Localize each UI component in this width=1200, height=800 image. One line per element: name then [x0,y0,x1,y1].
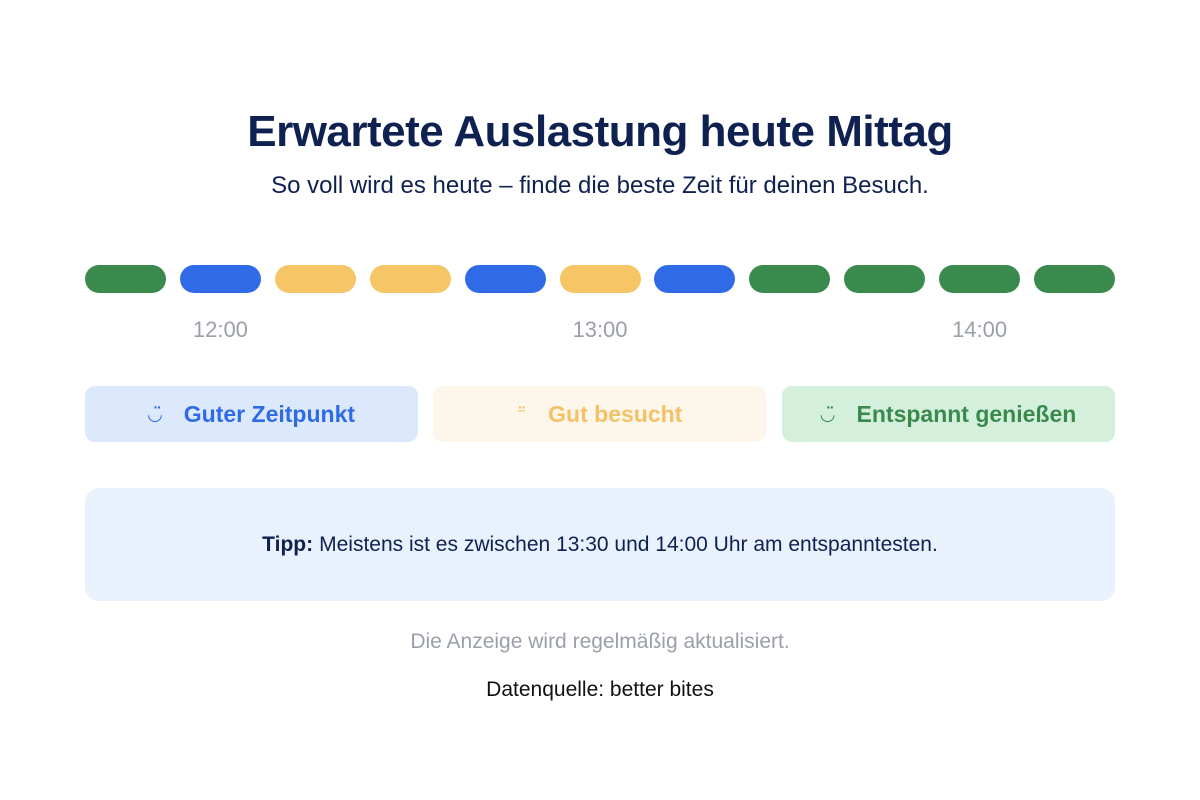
legend-item-busy: ⁻̈ Gut besucht [433,386,766,442]
tip-box: Tipp: Meistens ist es zwischen 13:30 und… [85,488,1115,601]
smile-icon: ◡̈ [147,404,162,424]
timeline-segment [179,265,261,293]
timeline-segment [464,265,546,293]
timeline-segment [654,265,736,293]
legend-label: Guter Zeitpunkt [183,400,356,427]
legend-item-relaxed: ◡̈ Entspannt genießen [782,386,1115,442]
timeline-segment [369,265,451,293]
legend-item-good: ◡̈ Guter Zeitpunkt [85,386,418,442]
timeline-segment [559,265,641,293]
timeline-segment [939,265,1021,293]
data-source: Datenquelle: better bites [486,678,714,701]
page-title: Erwartete Auslastung heute Mittag [247,107,953,156]
timeline-segment [749,265,831,293]
update-note: Die Anzeige wird regelmäßig aktualisiert… [410,630,790,653]
tip-label: Tipp: [262,532,314,556]
legend-label: Gut besucht [548,400,683,427]
time-label: 14:00 [952,317,1008,342]
occupancy-timeline [85,265,1115,293]
smile-icon: ◡̈ [820,404,835,424]
time-label: 13:00 [572,317,628,342]
legend-label: Entspannt genießen [856,400,1077,427]
timeline-segment [844,265,926,293]
neutral-face-icon: ⁻̈ [516,404,527,424]
page-subtitle: So voll wird es heute – finde die beste … [271,172,929,199]
timeline-segment [85,265,166,293]
timeline-segment [274,265,356,293]
timeline-segment [1034,265,1115,293]
time-label: 12:00 [192,317,248,342]
tip-text: Meistens ist es zwischen 13:30 und 14:00… [319,532,938,556]
